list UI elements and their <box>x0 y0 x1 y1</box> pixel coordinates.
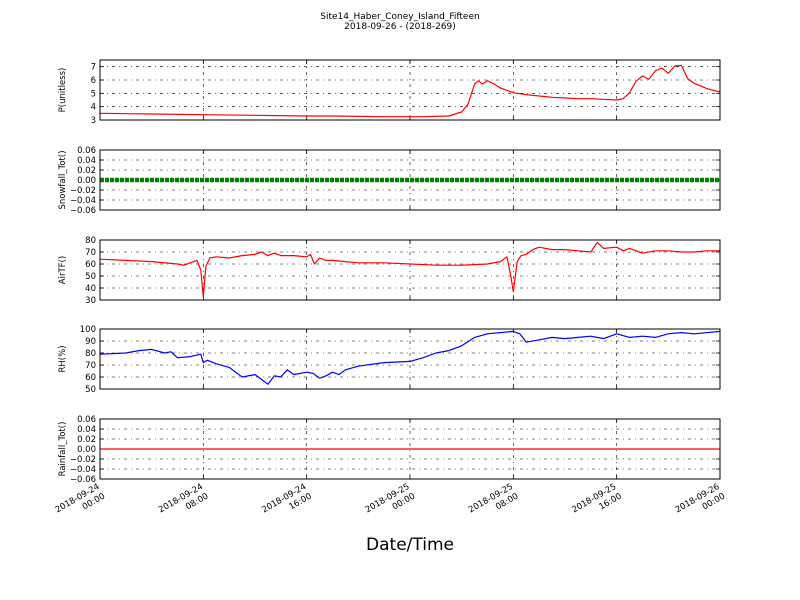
panel-1-ytick-label: 0.04 <box>77 156 96 166</box>
panel-0-ytick-label: 6 <box>91 76 96 86</box>
panel-3-ytick-label: 100 <box>80 325 96 335</box>
panel-0-frame <box>99 59 721 121</box>
panel-2-ytick-label: 60 <box>85 260 96 270</box>
panel-2-ytick-label: 70 <box>85 248 96 258</box>
panel-1-ytick-label: −0.02 <box>70 186 96 196</box>
panel-2-ytick-label: 30 <box>85 296 96 306</box>
panel-4-ytick-label: −0.06 <box>70 475 96 485</box>
panel-3-series-line <box>99 330 721 385</box>
figure-title-line2: 2018-09-26 - (2018-269) <box>344 22 456 32</box>
x-axis-label: Date/Time <box>366 535 454 555</box>
panel-4-frame <box>99 418 721 480</box>
panel-2-ytick-label: 80 <box>85 236 96 246</box>
panel-3-ytick-label: 90 <box>85 337 96 347</box>
panel-2-ytick-label: 40 <box>85 284 96 294</box>
panel-3-ytick-label: 50 <box>85 385 96 395</box>
panel-4-ytick-label: 0.00 <box>77 445 96 455</box>
panel-4-ylabel: Rainfall_Tot() <box>58 422 68 477</box>
panel-1-ytick-label: 0.02 <box>77 166 96 176</box>
panel-0-ytick-label: 4 <box>91 103 96 113</box>
panel-0: 3 4 5 6 7 P(unitless) <box>58 59 721 126</box>
panel-1-frame <box>99 149 721 211</box>
panel-3: 50 60 70 80 90 100 RH(%) <box>58 325 721 395</box>
panel-1-ytick-label: −0.04 <box>70 196 96 206</box>
panel-3-ylabel: RH(%) <box>58 345 68 372</box>
figure-title-line1: Site14_Haber_Coney_Island_Fifteen <box>320 12 479 22</box>
panel-0-ytick-label: 5 <box>91 89 96 99</box>
panel-0-ytick-label: 7 <box>91 63 96 73</box>
panel-0-series-line <box>99 64 721 118</box>
panels-group: 34567P(unitless)−0.06−0.04−0.020.000.020… <box>58 59 721 485</box>
panel-1-ytick-label: −0.06 <box>70 206 96 216</box>
panel-3-ytick-label: 80 <box>85 349 96 359</box>
panel-0-ytick-label: 3 <box>91 116 96 126</box>
panel-2: 30 40 50 60 70 80 AirTF() <box>58 236 721 306</box>
panel-3-frame <box>99 328 721 390</box>
panel-2-ytick-label: 50 <box>85 272 96 282</box>
panel-2-frame <box>99 239 721 301</box>
panel-2-series-line <box>99 241 720 297</box>
panel-1-ylabel: Snowfall_Tot() <box>58 150 68 209</box>
panel-0-ylabel: P(unitless) <box>58 68 68 113</box>
panel-4: −0.06−0.04−0.020.000.020.040.06 Rainfall_… <box>58 415 721 485</box>
panel-1-ytick-label: 0.00 <box>77 176 96 186</box>
panel-2-ylabel: AirTF() <box>58 256 68 284</box>
panel-3-ytick-label: 70 <box>85 361 96 371</box>
panel-4-ytick-label: 0.04 <box>77 425 96 435</box>
panel-4-ytick-label: −0.02 <box>70 455 96 465</box>
panel-4-ytick-label: 0.06 <box>77 415 96 425</box>
panel-3-ytick-label: 60 <box>85 373 96 383</box>
panel-1: −0.06−0.04−0.020.000.020.040.06 Snowfall_… <box>58 146 721 216</box>
panel-1-ytick-label: 0.06 <box>77 146 96 156</box>
panel-4-ytick-label: 0.02 <box>77 435 96 445</box>
panel-4-ytick-label: −0.04 <box>70 465 96 475</box>
